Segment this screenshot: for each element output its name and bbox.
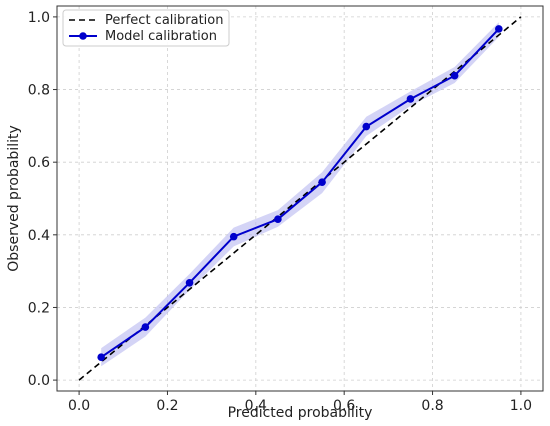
series-layer	[78, 16, 522, 381]
x-tick-label: 0.0	[68, 398, 90, 414]
model-calibration-point	[185, 278, 194, 287]
legend: Perfect calibration Model calibration	[62, 9, 230, 47]
model-calibration-point	[406, 95, 415, 103]
grid	[57, 6, 543, 391]
model-calibration-point	[495, 25, 503, 33]
x-tick-label: 1.0	[510, 398, 532, 414]
legend-marker-model-calibration	[79, 32, 87, 40]
legend-box	[62, 9, 230, 47]
y-tick-label: 0.8	[28, 83, 50, 99]
x-tick-label: 0.6	[333, 398, 355, 414]
confidence-band-layer	[101, 22, 499, 367]
y-tick-label: 0.6	[28, 155, 50, 171]
legend-label-model-calibration: Model calibration	[105, 29, 217, 44]
model-calibration-point	[362, 122, 371, 131]
model-calibration-line	[100, 28, 500, 359]
tick-layer: 0.0 0.2 0.4 0.6 0.8 1.0 0.0 0.2 0.4 0.6 0.8 1.0	[28, 10, 532, 414]
model-calibration-point	[318, 178, 326, 186]
axes-frame	[56, 5, 544, 392]
y-tick-label: 1.0	[28, 10, 50, 26]
plot-frame	[56, 5, 544, 392]
y-tick-label: 0.0	[28, 373, 50, 389]
x-tick-label: 0.8	[421, 398, 443, 414]
y-tick-label: 0.2	[28, 300, 50, 316]
x-tick-label: 0.4	[245, 398, 267, 414]
model-calibration-confidence-band	[101, 22, 499, 367]
model-calibration-point	[141, 323, 150, 331]
legend-label-perfect-calibration: Perfect calibration	[105, 13, 223, 28]
x-tick-label: 0.2	[156, 398, 178, 414]
model-calibration-point	[450, 71, 459, 80]
x-axis-label: Predicted probability	[228, 405, 373, 421]
y-axis-label: Observed probability	[6, 125, 22, 272]
model-calibration-point	[97, 353, 105, 362]
model-calibration-point	[274, 215, 282, 224]
y-tick-label: 0.4	[28, 228, 50, 244]
model-calibration-point	[229, 232, 238, 241]
